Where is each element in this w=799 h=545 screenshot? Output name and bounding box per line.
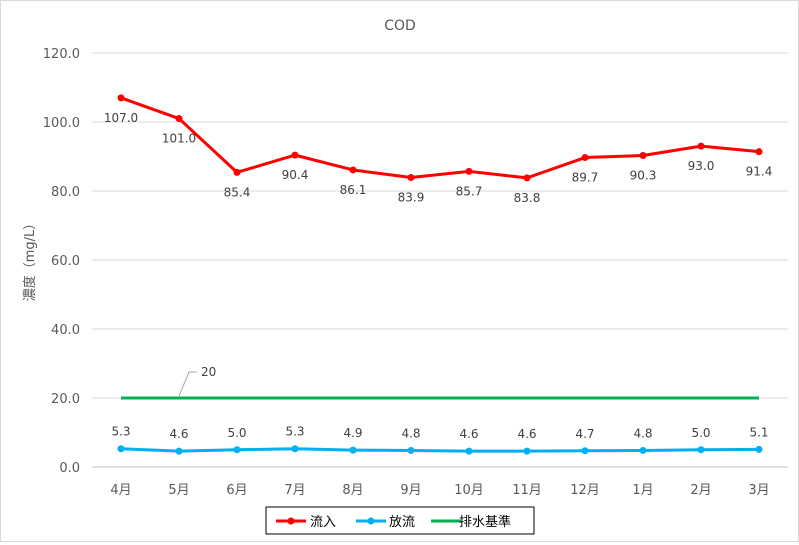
data-point	[407, 446, 415, 454]
legend: 流入 放流 排水基準	[265, 506, 535, 535]
data-point	[349, 166, 357, 174]
data-label: 85.4	[224, 185, 251, 199]
series-2: 20	[121, 365, 759, 400]
y-tick-label: 80.0	[51, 185, 80, 200]
x-tick-label: 11月	[512, 483, 542, 498]
data-point	[291, 151, 299, 159]
x-tick-label: 5月	[168, 483, 189, 498]
legend-label: 流入	[310, 515, 336, 530]
series-1: 5.3 4.6 5.0 5.3 4.9 4.8 4.6 4.6 4.7 4.8 5.0 5.1	[111, 425, 769, 455]
legend-label: 放流	[389, 515, 415, 530]
callout-label: 20	[201, 365, 216, 379]
y-axis-label: 濃度（mg/L）	[22, 217, 38, 302]
data-label: 101.0	[162, 132, 196, 146]
data-label: 86.1	[340, 183, 367, 197]
x-tick-label: 8月	[342, 483, 363, 498]
x-tick-label: 9月	[400, 483, 421, 498]
legend-label: 排水基準	[459, 514, 511, 530]
data-label: 90.3	[630, 168, 657, 182]
x-tick-label: 2月	[690, 483, 711, 498]
data-label: 93.0	[688, 159, 715, 173]
data-label: 4.7	[575, 427, 594, 441]
y-tick-label: 20.0	[51, 392, 80, 407]
data-label: 85.7	[456, 184, 483, 198]
data-label: 4.8	[401, 426, 420, 440]
data-point	[175, 115, 183, 123]
series-layer: 20 107.0 101.0 85.4 90.4 86.1 83.9 85.7 83.8 89.7…	[104, 94, 773, 455]
data-label: 89.7	[572, 171, 599, 185]
x-tick-label: 7月	[284, 483, 305, 498]
data-point	[581, 154, 589, 162]
legend-box	[265, 506, 535, 535]
data-point	[233, 446, 241, 454]
data-label: 5.1	[749, 425, 768, 439]
data-label: 83.8	[514, 191, 541, 205]
x-tick-label: 3月	[748, 483, 769, 498]
data-point	[117, 445, 125, 453]
data-point	[639, 446, 647, 454]
series-line	[120, 96, 760, 180]
data-label: 4.8	[633, 426, 652, 440]
data-label: 4.6	[517, 427, 536, 441]
y-tick-label: 40.0	[51, 323, 80, 338]
y-tick-label: 100.0	[43, 116, 80, 131]
x-tick-label: 4月	[110, 483, 131, 498]
y-axis-ticks: 0.0 20.0 40.0 60.0 80.0 100.0 120.0	[43, 47, 80, 476]
data-point	[291, 445, 299, 453]
x-tick-label: 6月	[226, 483, 247, 498]
data-point	[233, 168, 241, 176]
data-label: 5.0	[691, 426, 710, 440]
data-point	[523, 447, 531, 455]
y-tick-label: 0.0	[59, 461, 80, 476]
data-point	[117, 94, 125, 102]
data-point	[697, 446, 705, 454]
data-point	[755, 148, 763, 156]
data-point	[465, 167, 473, 175]
data-label: 4.6	[169, 427, 188, 441]
data-point	[697, 142, 705, 150]
series-line	[120, 447, 760, 453]
gridlines	[92, 52, 788, 468]
data-point	[465, 447, 473, 455]
legend-swatch-marker	[287, 517, 295, 525]
legend-swatch-marker	[367, 517, 375, 525]
data-point	[407, 174, 415, 182]
data-point	[523, 174, 531, 182]
series-0: 107.0 101.0 85.4 90.4 86.1 83.9 85.7 83.8 89.7 90…	[104, 94, 773, 205]
x-tick-label: 1月	[632, 483, 653, 498]
callout-leader	[178, 371, 197, 397]
data-point	[755, 445, 763, 453]
data-label: 4.6	[459, 427, 478, 441]
data-label: 5.0	[227, 426, 246, 440]
chart-title: COD	[384, 18, 416, 34]
data-label: 90.4	[282, 168, 309, 182]
data-label: 91.4	[746, 165, 773, 179]
data-point	[175, 447, 183, 455]
y-tick-label: 60.0	[51, 254, 80, 269]
data-label: 83.9	[398, 191, 425, 205]
data-label: 5.3	[285, 425, 304, 439]
data-label: 107.0	[104, 111, 138, 125]
data-point	[581, 447, 589, 455]
data-label: 4.9	[343, 426, 362, 440]
data-point	[639, 151, 647, 159]
data-label: 5.3	[111, 425, 130, 439]
data-point	[349, 446, 357, 454]
y-tick-label: 120.0	[43, 47, 80, 62]
x-tick-label: 10月	[454, 483, 484, 498]
x-tick-label: 12月	[570, 483, 600, 498]
x-axis-ticks: 4月 5月 6月 7月 8月 9月 10月 11月 12月 1月 2月 3月	[110, 483, 769, 498]
